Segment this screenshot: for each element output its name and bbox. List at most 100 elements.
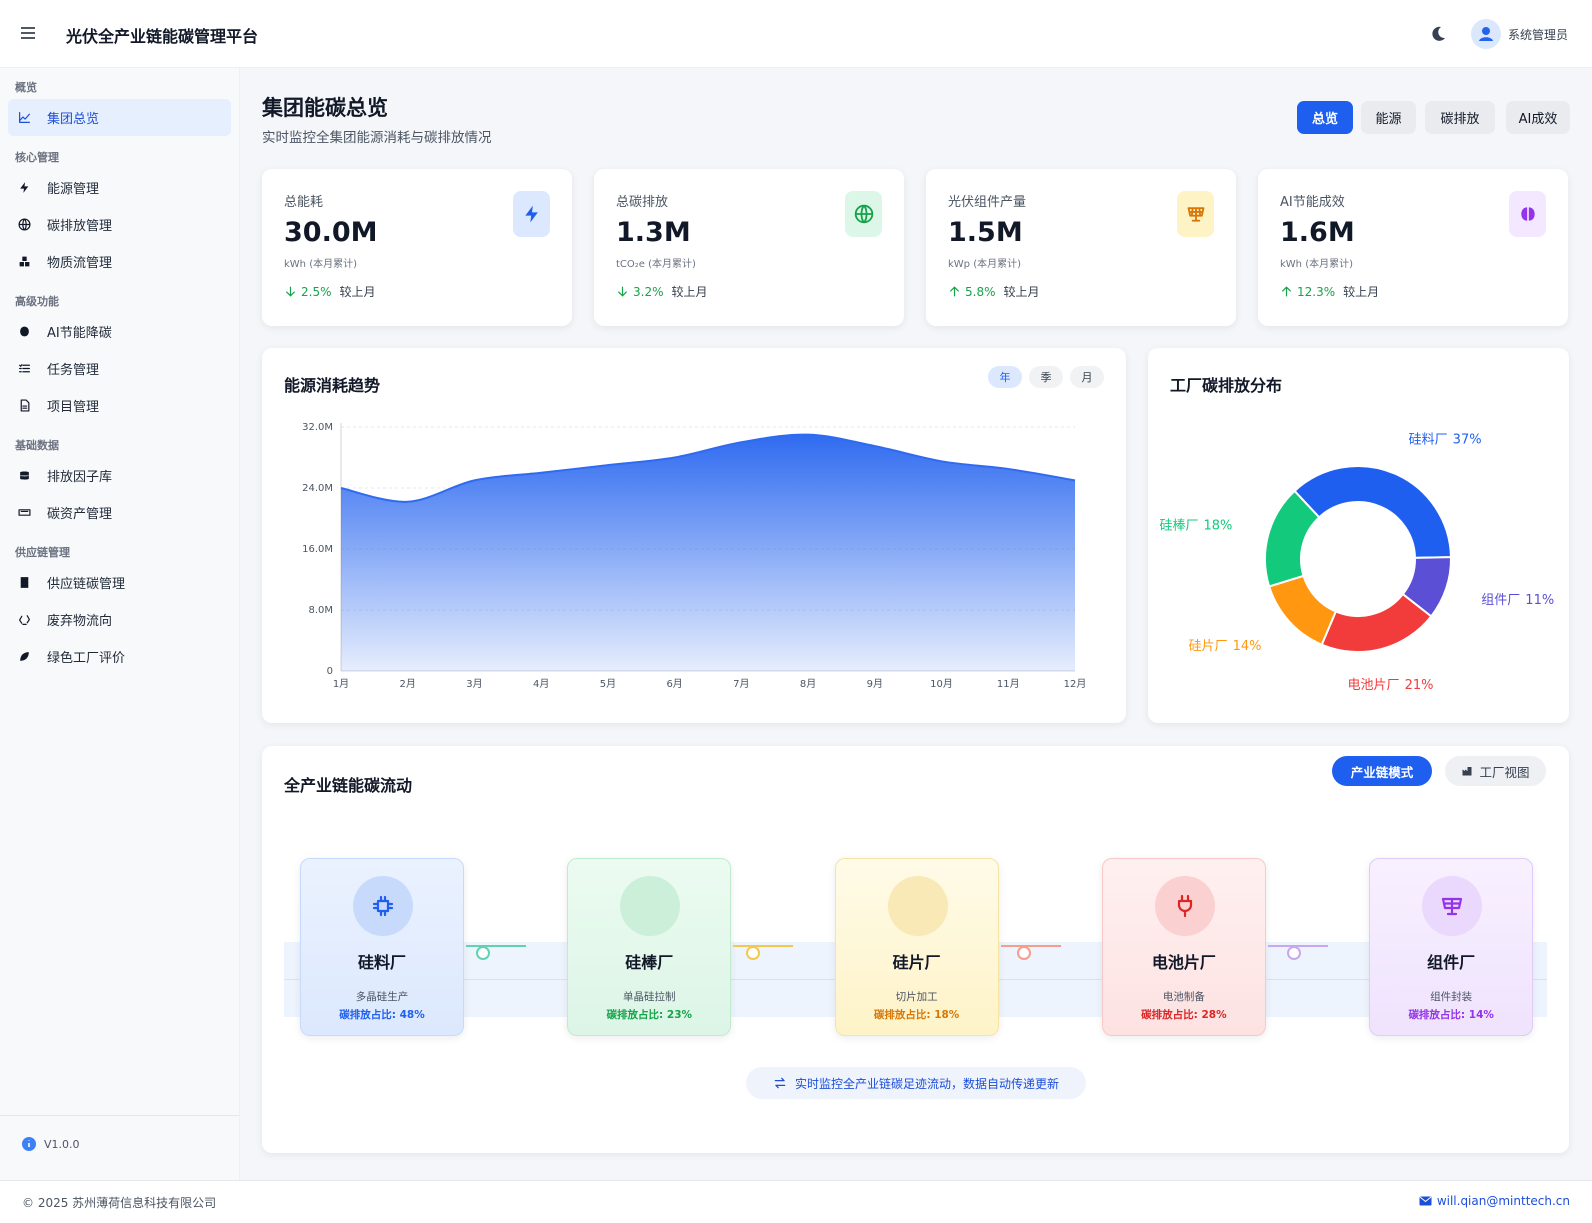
nav-item[interactable]: 供应链碳管理 (8, 564, 231, 601)
kpi-label: 光伏组件产量 (948, 195, 1027, 210)
y-tick-label: 0 (327, 666, 333, 677)
connector-dot (746, 946, 761, 960)
x-tick-label: 5月 (600, 678, 616, 690)
connector-dot (476, 946, 490, 960)
icon-path (19, 256, 30, 267)
nav-item[interactable]: 碳资产管理 (8, 494, 231, 531)
copyright: © 2025 苏州薄荷信息科技有限公司 (22, 1196, 217, 1210)
x-tick-label: 7月 (733, 678, 749, 690)
page-tab[interactable]: AI成效 (1506, 101, 1570, 134)
kpi-change: 5.8% 较上月 (948, 283, 1040, 300)
nav-item[interactable]: 任务管理 (8, 350, 231, 387)
nav-item[interactable]: 物质流管理 (8, 243, 231, 280)
nav-item[interactable]: 集团总览 (8, 99, 231, 136)
theme-toggle[interactable] (1430, 26, 1446, 42)
nav-label: 排放因子库 (47, 470, 113, 485)
nav-item[interactable]: 项目管理 (8, 387, 231, 424)
slice-label: 硅料厂 37% (1409, 432, 1482, 447)
icon-path (1520, 207, 1535, 221)
icon (372, 895, 394, 917)
slice-name: 组件厂 (1481, 593, 1520, 608)
nav-item[interactable]: AI节能降碳 (8, 313, 231, 350)
period-button[interactable]: 月 (1070, 366, 1104, 388)
period-button[interactable]: 季 (1029, 366, 1063, 388)
menu-icon[interactable] (20, 26, 36, 40)
flow-title: 全产业链能碳流动 (284, 776, 413, 795)
icon-path (18, 509, 31, 516)
nav-item[interactable]: 碳排放管理 (8, 206, 231, 243)
kpi-card: 总能耗 30.0M kWh (本月累计) 2.5% 较上月 (262, 169, 572, 326)
flow-card: 全产业链能碳流动 产业链模式 工厂视图硅料厂 多晶硅生产 碳排放占比: 48% 硅棒厂单… (262, 746, 1569, 1153)
kpi-label: AI节能成效 (1280, 195, 1345, 210)
page-tab[interactable]: 碳排放 (1425, 101, 1495, 134)
nav-label: 集团总览 (47, 112, 100, 127)
flow-node[interactable]: 硅片厂 切片加工 碳排放占比: 18% (834, 858, 999, 1036)
donut-chart: 硅料厂 37% 组件厂 11% 电池片厂 21% 硅片厂 14% 硅棒厂 18% (1159, 432, 1554, 693)
icon (286, 286, 295, 297)
icon-path (19, 615, 30, 625)
kpi-icon (1509, 191, 1546, 237)
nav-item[interactable]: 能源管理 (8, 169, 231, 206)
mode-button[interactable]: 工厂视图 (1445, 756, 1546, 786)
info-icon (22, 1137, 36, 1151)
sidebar-divider (0, 1115, 239, 1116)
chart-title: 能源消耗趋势 (284, 376, 381, 395)
kpi-label: 总能耗 (284, 195, 324, 210)
email: will.qian@minttech.cn (1436, 1194, 1570, 1208)
node-ratio: 碳排放占比: 14% (1408, 1009, 1494, 1021)
nav-group-title: 高级功能 (15, 295, 59, 308)
avatar-body (1479, 37, 1493, 41)
slice-value: 11% (1525, 593, 1554, 608)
node-ratio: 碳排放占比: 18% (873, 1009, 960, 1021)
avatar[interactable] (1471, 19, 1501, 49)
connector (1267, 945, 1328, 947)
flow-node[interactable]: 硅料厂 多晶硅生产 碳排放占比: 48% (300, 858, 464, 1036)
kpi-icon (1177, 191, 1214, 237)
page-tab[interactable]: 能源 (1361, 101, 1416, 134)
nav-label: 能源管理 (47, 182, 100, 197)
slice-label: 硅棒厂 18% (1159, 518, 1232, 533)
kpi-change-value: 3.2% (633, 284, 664, 299)
node-icon (887, 876, 948, 936)
nav-item[interactable]: 废弃物流向 (8, 601, 231, 638)
kpi-card: AI节能成效 1.6M kWh (本月累计) 12.3% 较上月 (1258, 169, 1568, 326)
donut-slice (1264, 489, 1321, 588)
kpi-icon (513, 191, 550, 237)
slice-name: 硅料厂 (1409, 432, 1448, 447)
period-button[interactable]: 年 (988, 366, 1022, 388)
kpi-change-value: 2.5% (301, 284, 332, 299)
mode-button[interactable]: 产业链模式 (1332, 756, 1432, 786)
slice-value: 21% (1405, 677, 1434, 692)
kpi-value: 30.0M (284, 217, 378, 248)
icon (854, 204, 873, 224)
nav-group-title: 核心管理 (15, 151, 59, 164)
mail-flap (1419, 1196, 1432, 1203)
flow-node[interactable]: 硅棒厂 单晶硅拉制 碳排放占比: 23% (567, 858, 732, 1036)
mode-label: 工厂视图 (1479, 764, 1530, 780)
page-tab[interactable]: 总览 (1297, 101, 1353, 134)
nav-item[interactable]: 绿色工厂评价 (8, 638, 231, 675)
page-title: 集团能碳总览 (262, 96, 388, 120)
connector (1000, 945, 1061, 947)
kpi-compare: 较上月 (339, 285, 376, 299)
connector (733, 945, 794, 947)
node-desc: 单晶硅拉制 (623, 991, 676, 1003)
kpi-value: 1.3M (616, 217, 691, 248)
avatar-head (1482, 27, 1490, 35)
slice-value: 37% (1453, 432, 1482, 447)
node-name: 硅棒厂 (625, 953, 674, 972)
flow-node[interactable]: 电池片厂 电池制备 碳排放占比: 28% (1101, 858, 1266, 1036)
node-ratio: 碳排放占比: 28% (1141, 1009, 1227, 1021)
node-desc: 多晶硅生产 (355, 991, 409, 1003)
icon (19, 256, 30, 267)
flow-node[interactable]: 组件厂 组件封装 碳排放占比: 14% (1369, 858, 1534, 1036)
icon (20, 399, 30, 412)
icon (524, 205, 538, 223)
contact[interactable]: will.qian@minttech.cn (1419, 1194, 1570, 1208)
y-tick-label: 32.0M (302, 422, 333, 433)
footer: © 2025 苏州薄荷信息科技有限公司 will.qian@minttech.c… (0, 1180, 1592, 1223)
icon (1462, 767, 1472, 776)
slice-value: 18% (1203, 518, 1232, 533)
donut-slice (1267, 574, 1338, 646)
nav-item[interactable]: 排放因子库 (8, 457, 231, 494)
